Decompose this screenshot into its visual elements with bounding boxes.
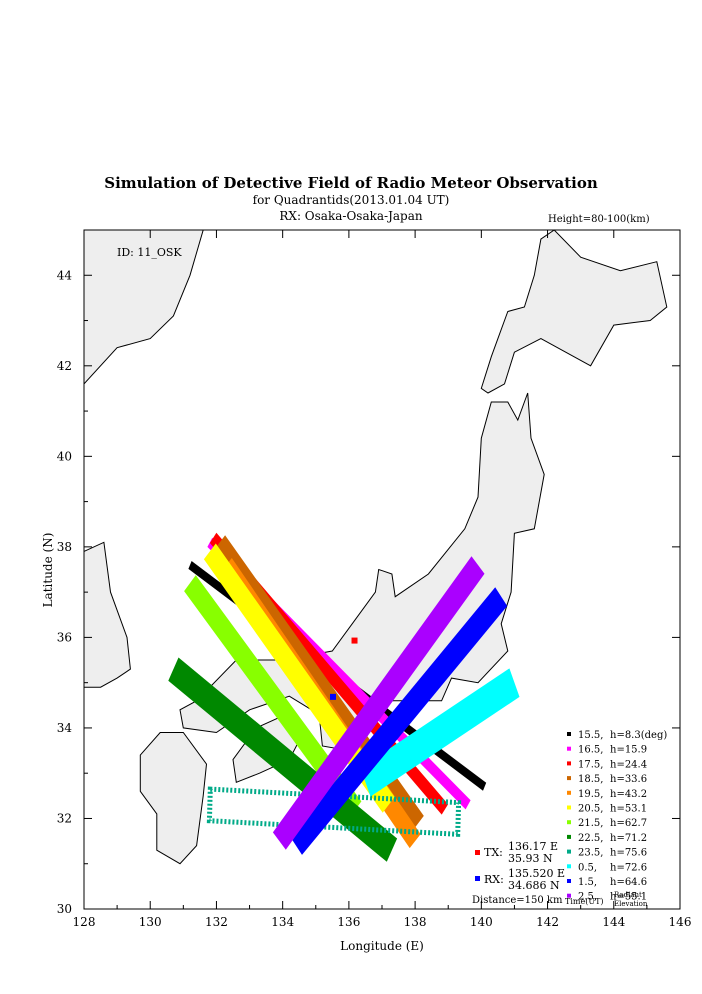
legend-time: 16.5,	[578, 745, 603, 756]
legend-elevation: h=55.1	[610, 892, 647, 903]
tx-lon: 136.17 E	[508, 840, 558, 853]
height-note: Height=80-100(km)	[548, 214, 650, 225]
tx-marker	[351, 637, 358, 644]
y-tick-label: 40	[57, 449, 72, 463]
y-axis-label: Latitude (N)	[41, 533, 55, 608]
legend-elevation: h=53.1	[610, 804, 647, 815]
legend-swatch	[567, 776, 571, 781]
legend-time: 18.5,	[578, 774, 603, 785]
x-tick-label: 130	[139, 915, 162, 929]
swath-21-5	[184, 575, 362, 818]
legend-time: 22.5,	[578, 833, 603, 844]
legend-swatch	[567, 805, 571, 810]
x-tick-label: 144	[602, 915, 625, 929]
legend-swatch	[567, 849, 571, 854]
legend-swatch	[567, 893, 571, 898]
rx-label: RX:	[484, 873, 504, 886]
rx-marker	[329, 693, 336, 700]
legend-time: 1.5,	[578, 877, 597, 888]
korea-land	[83, 541, 131, 688]
legend-radiant-header: Radiant	[614, 891, 642, 899]
legend-elevation: h=71.2	[610, 833, 647, 844]
legend-time: 20.5,	[578, 804, 603, 815]
chart-subtitle: for Quadrantids(2013.01.04 UT)	[252, 193, 450, 207]
station-info: TX: 136.17 E35.93 N RX: 135.520 E34.686 N Di…	[472, 840, 565, 906]
swath-23-5	[206, 786, 462, 837]
tx-label: TX:	[484, 846, 503, 859]
swath-2-5	[272, 556, 485, 850]
legend-swatch	[567, 864, 571, 869]
x-tick-label: 146	[669, 915, 692, 929]
legend-swatch	[567, 820, 571, 825]
legend-elevation: h=43.2	[610, 789, 647, 800]
y-tick-label: 34	[57, 721, 73, 735]
x-tick-label: 138	[404, 915, 427, 929]
chart-rx-subtitle: RX: Osaka-Osaka-Japan	[279, 209, 423, 223]
legend-swatch	[567, 790, 571, 795]
legend-swatch	[567, 732, 571, 736]
legend-time-header: Time(UT)	[565, 897, 604, 906]
legend: 15.5, h=8.3(deg) 16.5, h=15.9 17.5, h=24.4 18.…	[565, 730, 667, 908]
legend-swatch	[567, 834, 571, 839]
legend-elevation-header: Elevation	[614, 900, 648, 908]
station-markers	[329, 637, 358, 700]
legend-time: 21.5,	[578, 818, 603, 829]
y-tick-label: 36	[57, 630, 72, 644]
rx-lat: 34.686 N	[508, 879, 560, 892]
x-axis-label: Longitude (E)	[340, 939, 424, 953]
legend-elevation: h=64.6	[610, 877, 647, 888]
y-tick-label: 44	[57, 268, 73, 282]
y-tick-label: 38	[57, 540, 72, 554]
x-tick-label: 142	[536, 915, 559, 929]
legend-time: 19.5,	[578, 789, 603, 800]
distance-label: Distance=150 km	[472, 895, 563, 906]
legend-elevation: h=72.6	[610, 862, 647, 873]
x-tick-label: 136	[337, 915, 360, 929]
legend-elevation: h=33.6	[610, 774, 647, 785]
legend-elevation: h=62.7	[610, 818, 647, 829]
legend-time: 0.5,	[578, 862, 597, 873]
swath-1-5	[289, 587, 508, 855]
x-tick-label: 128	[73, 915, 96, 929]
x-tick-label: 134	[271, 915, 294, 929]
legend-elevation: h=75.6	[610, 848, 647, 859]
tx-lat: 35.93 N	[508, 852, 553, 865]
rx-lon: 135.520 E	[508, 867, 565, 880]
legend-time: 17.5,	[578, 759, 603, 770]
rx-info-swatch	[475, 876, 480, 881]
axes-layer: 128 130 132 134 136 138 140 142 144 146 30 32 34 36 38…	[57, 230, 692, 929]
y-tick-label: 30	[57, 902, 72, 916]
legend-elevation: h=15.9	[610, 745, 647, 756]
legend-elevation: h=8.3(deg)	[610, 730, 667, 741]
y-tick-label: 42	[57, 359, 72, 373]
kyushu-land	[139, 732, 208, 865]
legend-swatch	[567, 879, 571, 883]
x-tick-label: 140	[470, 915, 493, 929]
legend-time: 2.5,	[578, 892, 597, 903]
tx-info-swatch	[475, 850, 480, 855]
legend-swatch	[567, 761, 571, 766]
legend-time: 15.5,	[578, 730, 603, 741]
series-layer	[168, 532, 520, 862]
id-label: ID: 11_OSK	[117, 246, 182, 259]
hokkaido-land	[480, 229, 668, 394]
chart-title: Simulation of Detective Field of Radio M…	[104, 174, 598, 192]
y-tick-label: 32	[57, 811, 72, 825]
x-tick-label: 132	[205, 915, 228, 929]
legend-time: 23.5,	[578, 848, 603, 859]
legend-swatch	[567, 746, 571, 751]
swath-22-5	[168, 657, 398, 862]
swath-0-5	[360, 668, 520, 797]
legend-elevation: h=24.4	[610, 759, 647, 770]
